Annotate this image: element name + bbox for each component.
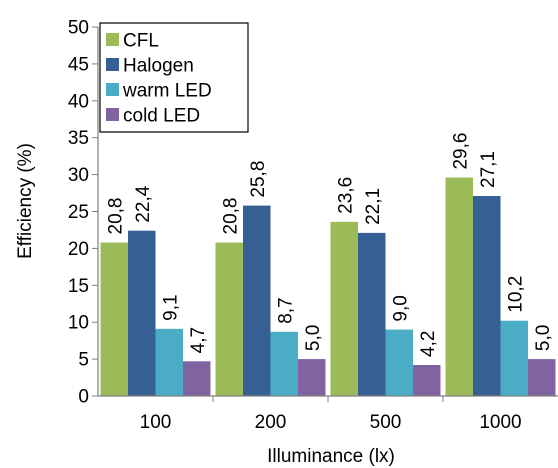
data-label: 25,8 [248,161,269,198]
data-label: 5,0 [533,325,554,351]
bar [128,230,156,396]
bar [270,331,298,396]
bar [358,232,386,396]
bar [500,320,528,396]
bar [445,177,473,396]
legend-label: cold LED [123,106,200,127]
y-tick-label: 25 [68,202,89,223]
bar [155,328,183,396]
data-label: 20,8 [105,198,126,235]
legend-swatch [106,58,119,71]
legend-label: warm LED [122,81,212,102]
y-tick-label: 5 [78,350,89,371]
x-tick-label: 1000 [479,412,521,433]
legend: CFL Halogen warm LED cold LED [99,22,249,133]
y-tick-label: 45 [68,54,89,75]
bar [413,365,441,396]
x-tick-label: 100 [140,412,172,433]
y-tick-label: 40 [68,91,89,112]
legend-swatch [106,108,119,121]
data-label: 20,8 [220,198,241,235]
bar [528,359,556,396]
data-label: 9,0 [390,295,411,321]
y-axis-ticks: 0 5 10 15 20 25 30 35 40 45 50 [68,18,98,408]
legend-swatch [106,83,119,96]
bar [473,196,501,396]
legend-label: Halogen [123,56,194,77]
data-label: 29,6 [450,133,471,170]
y-tick-label: 50 [68,18,89,39]
data-label: 5,0 [303,325,324,351]
data-label: 22,1 [363,188,384,225]
data-label: 23,6 [335,177,356,214]
legend-label: CFL [123,31,159,52]
legend-box [99,22,249,133]
data-label: 27,1 [478,151,499,188]
bar [385,329,413,396]
y-tick-label: 30 [68,165,89,186]
legend-swatch [106,33,119,46]
y-axis-title: Efficiency (%) [15,143,36,259]
data-label: 4,2 [418,331,439,357]
x-axis-ticks: 100 200 500 1000 [140,396,522,433]
y-tick-label: 20 [68,239,89,260]
x-tick-label: 200 [255,412,287,433]
data-labels: 20,8 22,4 9,1 4,7 20,8 25,8 8,7 5,0 23,6 22,1 9,0 4… [105,133,554,357]
x-tick-label: 500 [370,412,402,433]
y-tick-label: 10 [68,313,89,334]
bar [215,242,243,396]
bar [243,205,271,396]
y-tick-label: 15 [68,276,89,297]
axes [97,27,558,397]
bar [100,242,128,396]
bars [100,177,556,396]
y-tick-label: 35 [68,128,89,149]
data-label: 10,2 [505,276,526,313]
bar [298,359,326,396]
bar [183,361,211,396]
data-label: 22,4 [133,185,154,222]
x-axis-title: Illuminance (lx) [267,446,395,467]
y-tick-label: 0 [78,387,89,408]
data-label: 4,7 [188,327,209,353]
bar [330,221,358,396]
data-label: 9,1 [160,294,181,320]
data-label: 8,7 [275,297,296,323]
